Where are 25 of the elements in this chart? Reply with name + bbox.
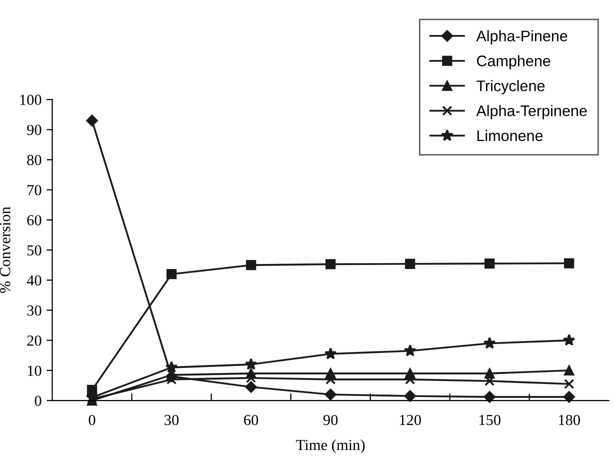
legend-label: Limonene — [477, 130, 543, 142]
y-tick-label: 100 — [20, 94, 42, 105]
x-tick-label: 180 — [558, 414, 580, 426]
y-tick-label: 20 — [27, 335, 42, 346]
legend-label: Alpha-Terpinene — [476, 104, 587, 120]
y-tick-label: 90 — [27, 124, 42, 136]
x-tick-label: 150 — [479, 414, 500, 426]
x-tick-label: 0 — [88, 414, 96, 426]
y-tick-label: 30 — [27, 305, 42, 316]
x-axis-title: Time (min) — [296, 439, 365, 454]
y-tick-label: 50 — [27, 245, 42, 256]
x-tick-label: 30 — [164, 414, 179, 426]
legend-label: Tricyclene — [476, 80, 545, 94]
y-tick-label: 60 — [27, 215, 42, 226]
y-tick-label: 0 — [34, 396, 42, 406]
y-tick-label: 70 — [28, 184, 42, 196]
y-tick-label: 10 — [28, 366, 42, 376]
y-tick-label: 40 — [26, 275, 42, 286]
y-tick-label: 80 — [27, 154, 42, 166]
x-tick-label: 90 — [323, 414, 338, 426]
x-tick-label: 120 — [400, 414, 421, 426]
y-axis-title: % Conversion — [0, 206, 10, 294]
x-tick-label: 60 — [244, 414, 258, 426]
legend-label: Camphene — [476, 55, 550, 70]
legend-label: Alpha-Pinene — [476, 30, 568, 44]
